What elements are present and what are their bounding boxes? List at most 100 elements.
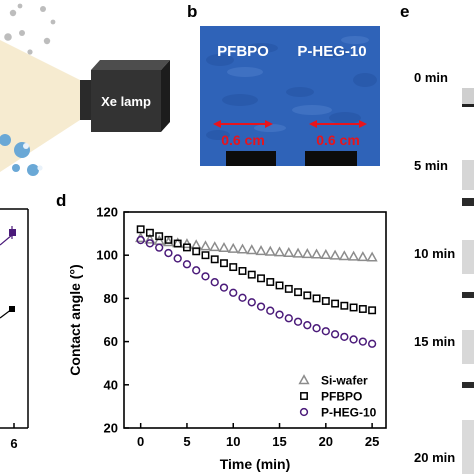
y-tick-label: 20	[104, 421, 118, 436]
data-point	[246, 244, 258, 255]
y-axis-title: Contact angle (°)	[67, 264, 83, 375]
photo-highlights	[227, 36, 369, 132]
x-tick-label: 10	[226, 434, 240, 449]
legend-entry: Si-wafer	[298, 374, 368, 388]
sample-pad-right	[305, 151, 357, 166]
time-label-0: 0 min	[414, 70, 448, 85]
data-point	[227, 242, 239, 253]
data-point	[349, 303, 358, 312]
plot-frame	[123, 211, 387, 429]
data-point	[329, 249, 341, 260]
series-pfbpo	[136, 225, 377, 315]
data-point	[340, 332, 349, 341]
legend-marker	[300, 392, 308, 400]
panel-e-droplet-strip	[462, 88, 474, 474]
data-point	[136, 235, 145, 245]
data-point	[220, 259, 228, 268]
data-point	[366, 251, 378, 262]
data-point	[367, 339, 377, 348]
legend-entry: P-HEG-10	[299, 406, 377, 420]
data-point	[145, 239, 155, 248]
data-point	[255, 245, 267, 256]
scale-label-right: 0.6 cm	[316, 132, 360, 148]
data-point	[294, 288, 302, 297]
panel-e-letter: e	[400, 2, 409, 21]
panel-b-photo: PFBPO P-HEG-10 0.6 cm 0.6 cm	[200, 26, 380, 166]
data-point	[247, 270, 256, 279]
x-axis: 0 5 10 15 20 25	[137, 423, 379, 449]
series-p-heg-10	[136, 235, 377, 348]
data-point	[338, 250, 350, 261]
data-point	[210, 255, 219, 264]
data-point	[236, 243, 249, 254]
data-point	[330, 330, 340, 339]
y-axis: 20 40 60 80 100 120	[96, 205, 129, 436]
x-tick-label: 0	[137, 434, 144, 449]
data-point	[144, 233, 156, 244]
panel-b-letter: b	[187, 2, 197, 21]
data-point	[312, 324, 321, 333]
water-molecule-cluster	[0, 134, 43, 176]
molecule-cluster	[4, 3, 56, 55]
panel-a-partial-plot: 6	[0, 208, 29, 451]
data-point	[218, 242, 230, 253]
data-point	[321, 297, 330, 305]
data-point	[340, 301, 349, 310]
data-point	[349, 335, 358, 344]
data-point	[192, 247, 201, 256]
data-point	[358, 337, 368, 346]
data-point	[312, 294, 321, 303]
time-label-3: 15 min	[414, 334, 455, 349]
data-point	[155, 243, 164, 252]
contact-angle-chart: 20 40 60 80 100 120 0 5 10 15 20 25 Time (min) Con…	[67, 205, 387, 472]
data-point	[238, 267, 247, 275]
series-layer	[135, 225, 378, 348]
data-point	[293, 317, 303, 326]
data-point	[284, 284, 293, 293]
photo-label-pfbpo: PFBPO	[217, 43, 269, 60]
data-point	[301, 248, 313, 259]
legend-marker	[298, 374, 310, 385]
data-point	[173, 239, 182, 248]
data-point	[247, 298, 256, 307]
data-point	[210, 278, 219, 287]
xe-lamp-label: Xe lamp	[101, 94, 151, 109]
data-point	[275, 310, 284, 319]
light-beam	[0, 40, 80, 172]
data-point	[162, 236, 175, 247]
data-point	[292, 247, 304, 258]
y-tick-label: 60	[104, 334, 118, 349]
y-tick-label: 120	[96, 205, 118, 220]
xe-lamp: Xe lamp	[80, 60, 170, 132]
legend-label: Si-wafer	[321, 374, 368, 388]
data-point	[173, 254, 182, 263]
sample-pad-left	[226, 151, 276, 166]
panel-a-x-tick: 6	[10, 436, 17, 451]
data-point	[284, 314, 293, 323]
scale-label-left: 0.6 cm	[221, 132, 265, 148]
legend-marker	[299, 407, 309, 417]
data-point	[256, 302, 266, 311]
photo-texture	[206, 43, 377, 140]
data-point	[190, 239, 202, 250]
photo-label-p-heg-10: P-HEG-10	[297, 43, 366, 60]
data-point	[320, 248, 332, 259]
data-point	[331, 299, 340, 308]
x-tick-label: 5	[183, 434, 190, 449]
x-axis-title: Time (min)	[220, 456, 291, 472]
data-point	[201, 272, 210, 281]
panel-e-time-labels: 0 min 5 min 10 min 15 min 20 min	[414, 70, 455, 465]
data-point	[183, 243, 191, 252]
data-point	[155, 232, 164, 241]
series-si-wafer	[135, 232, 378, 262]
time-label-1: 5 min	[414, 158, 448, 173]
time-label-2: 10 min	[414, 246, 455, 261]
legend-label: PFBPO	[321, 390, 362, 404]
y-tick-label: 80	[104, 291, 118, 306]
data-point	[238, 293, 247, 302]
data-point	[264, 245, 276, 256]
data-point	[257, 274, 265, 283]
legend-entry: PFBPO	[300, 390, 362, 404]
data-point	[199, 240, 212, 251]
